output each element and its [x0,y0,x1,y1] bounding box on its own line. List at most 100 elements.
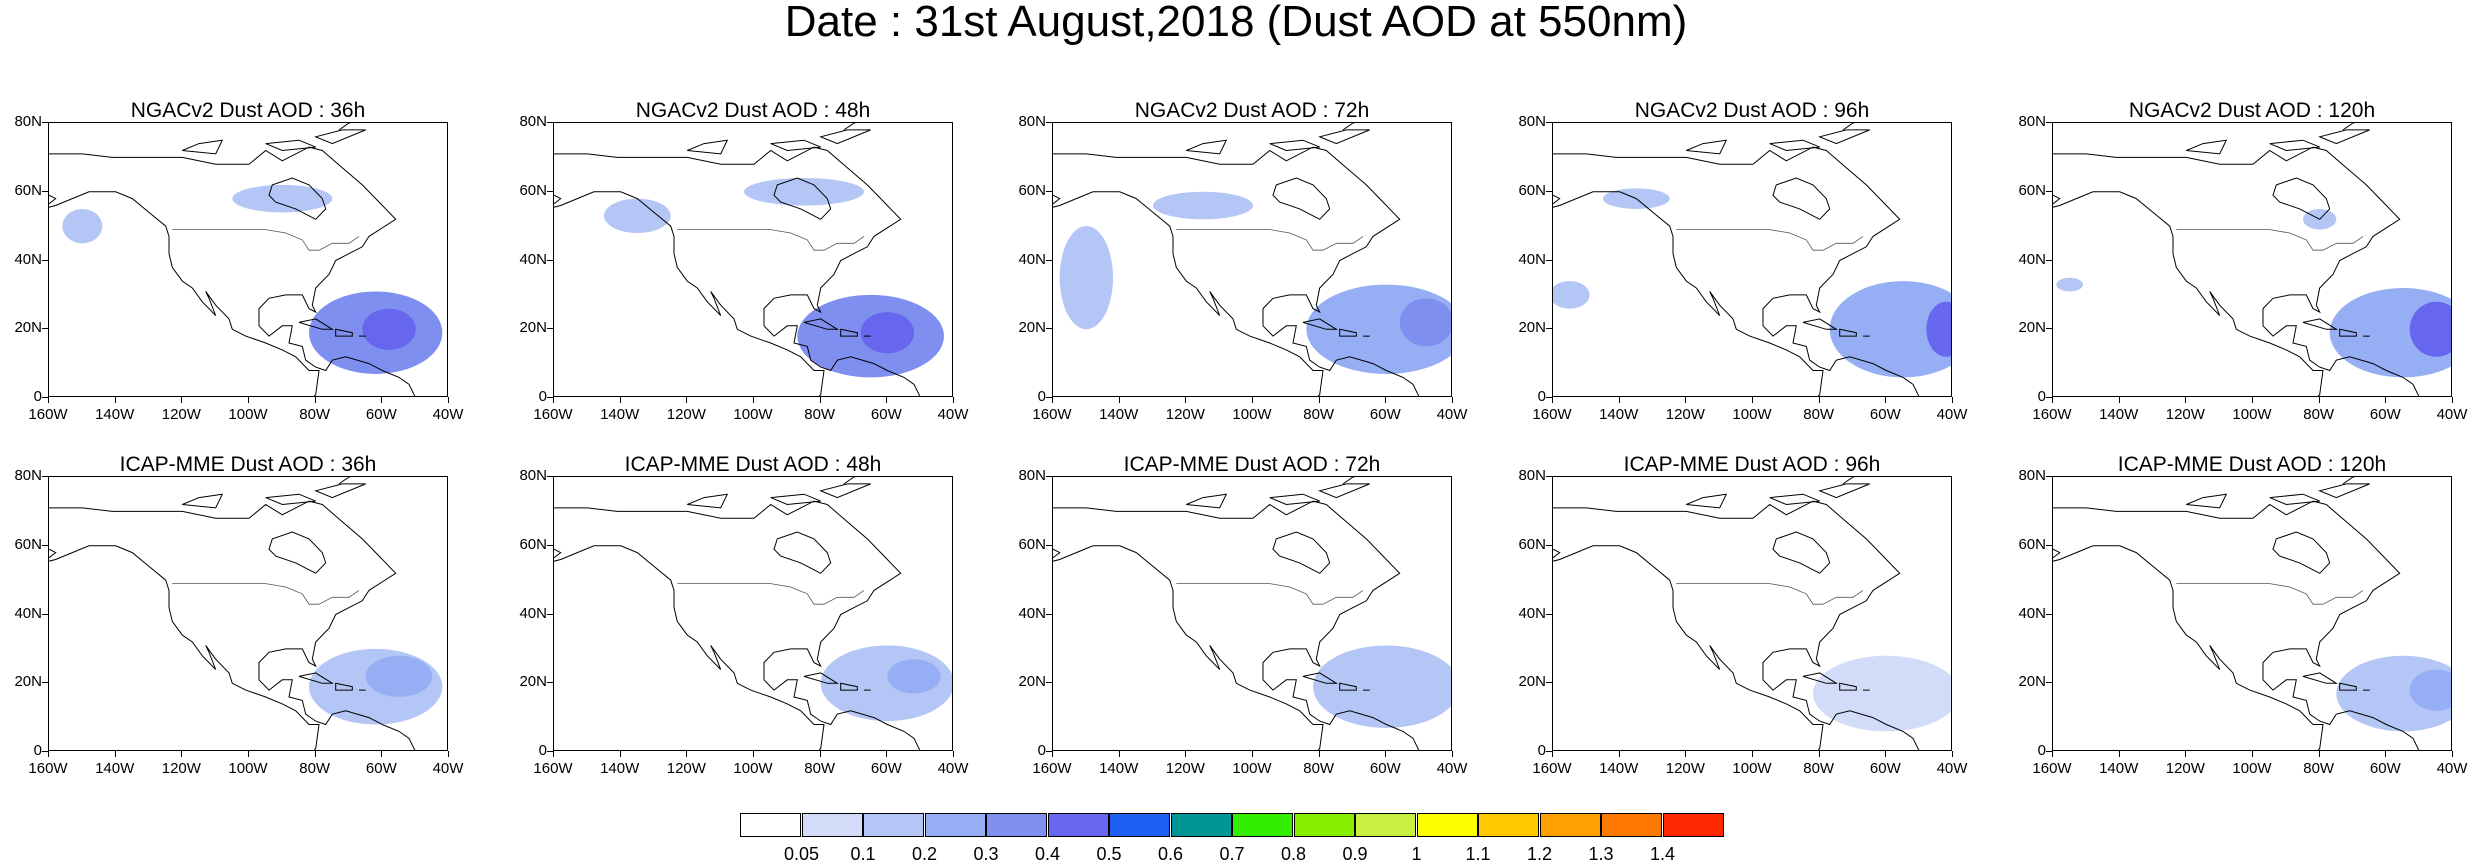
lon-tick-mark [1818,397,1820,403]
lon-tick-label: 100W [1232,760,1272,777]
coastline-greenland [2342,477,2356,485]
lon-tick-label: 60W [2369,406,2401,423]
lat-tick-label: 60N [1518,181,1546,199]
coastline-arctic-island [182,139,224,155]
coastline-hudson-bay [1772,177,1831,220]
lon-tick-label: 40W [432,406,464,423]
coastline-arctic-island [1186,493,1228,509]
coastline-greenland [843,477,857,485]
coastline-arctic-island [1686,493,1728,509]
lat-tick-label: 60N [519,181,547,199]
colorbar-label: 1.1 [1465,844,1491,864]
lat-tick-label: 60N [1518,535,1546,553]
lon-tick-label: 80W [2303,406,2335,423]
coastline-caribbean-island [1839,328,1857,337]
colorbar-swatch [740,813,801,837]
lon-tick-label: 160W [1532,760,1572,777]
dust-aod-region [1153,191,1253,220]
map-panel-ngacv2-36h: NGACv2 Dust AOD : 36h 80N 60N 40N 20N 0 160W 14… [14,100,463,423]
lon-tick-label: 160W [28,760,68,777]
coastline-greenland [338,477,352,485]
lon-tick-label: 40W [1936,760,1968,777]
lat-tick-label: 40N [1518,604,1546,622]
lon-tick-mark [448,397,449,403]
coastline-arctic-island [2269,139,2320,152]
lat-tick-label: 0 [1537,742,1546,759]
lon-tick-label: 140W [600,760,640,777]
coastline-arctic-island [2186,493,2228,509]
lon-tick-mark [314,751,316,757]
coastline-caribbean-island [335,328,353,337]
lat-tick-label: 0 [1037,742,1046,759]
lat-tick-label: 40N [1018,250,1046,268]
lon-tick-mark [1452,751,1453,757]
coastline-greenland [2342,123,2356,131]
coastline-caribbean-island [2302,318,2339,330]
lat-tick-label: 60N [519,535,547,553]
map-frame [48,122,448,397]
coastline-caribbean-island [335,682,353,691]
map-canvas [1053,123,1451,396]
coastline-north-america [1553,146,1920,396]
lon-tick-mark [1885,751,1887,757]
lat-tick-mark [547,259,553,261]
lon-tick-label: 160W [1032,406,1072,423]
panel-title: NGACv2 Dust AOD : 72h [1134,99,1370,122]
lat-tick-label: 20N [519,673,547,691]
panel-title: ICAP-MME Dust AOD : 36h [119,453,377,476]
coastline-hudson-bay [268,177,327,220]
lon-tick-label: 40W [2436,406,2468,423]
lon-tick-mark [2452,751,2453,757]
lon-tick-label: 140W [1599,760,1639,777]
lon-tick-label: 140W [1099,406,1139,423]
lat-tick-label: 40N [2018,250,2046,268]
coastline-north-america [1053,146,1420,396]
panel-title: NGACv2 Dust AOD : 48h [635,99,871,122]
panel-title: ICAP-MME Dust AOD : 96h [1623,453,1881,476]
coastline-hudson-bay [1272,177,1331,220]
coastline-caribbean-island [1302,672,1339,684]
map-canvas [1553,477,1951,750]
lon-tick-mark [2118,751,2120,757]
lat-tick-label: 80N [2018,467,2046,484]
lon-tick-mark [248,751,249,757]
coastline-north-america [1053,500,1420,750]
colorbar-label: 0.2 [911,844,938,864]
lon-tick-mark [686,397,688,403]
coastline-caribbean-island [2339,682,2357,691]
map-panel-icap-mme-48h: ICAP-MME Dust AOD : 48h 80N 60N 40N 20N 0 160W… [519,454,968,777]
lat-tick-mark [547,328,553,330]
lat-tick-mark [42,397,48,398]
lat-tick-mark [547,751,553,752]
colorbar-label: 0.9 [1342,844,1368,864]
lon-tick-label: 60W [870,760,902,777]
lat-tick-mark [547,476,553,477]
coastline-arctic-island [819,483,871,499]
coastline-greenland [338,123,352,131]
coastline-caribbean-island [1802,672,1839,684]
colorbar-label: 1.2 [1526,844,1553,864]
colorbar-label: 1.4 [1649,844,1676,864]
colorbar-label: 0.6 [1157,844,1184,864]
lat-tick-label: 0 [33,742,42,759]
lat-tick-label: 40N [519,250,547,268]
map-frame [48,476,448,751]
lat-tick-mark [42,751,48,752]
lat-tick-label: 80N [1518,113,1546,130]
lon-tick-label: 80W [1303,760,1335,777]
lon-tick-label: 100W [1732,406,1772,423]
lon-tick-mark [1952,751,1953,757]
lon-tick-label: 140W [95,406,135,423]
lat-tick-label: 0 [538,388,547,405]
coastline-arctic-island [1818,129,1870,145]
coastline-arctic-island [314,129,366,145]
lat-tick-mark [2046,259,2052,261]
coastline-hudson-bay [2272,531,2331,574]
coastline-arctic-island [1818,483,1870,499]
map-frame [553,122,953,397]
lon-tick-mark [1118,397,1120,403]
lat-tick-mark [2046,544,2052,546]
colorbar-label: 1.3 [1588,844,1614,864]
lon-tick-mark [753,751,754,757]
colorbar-swatch [986,813,1047,837]
